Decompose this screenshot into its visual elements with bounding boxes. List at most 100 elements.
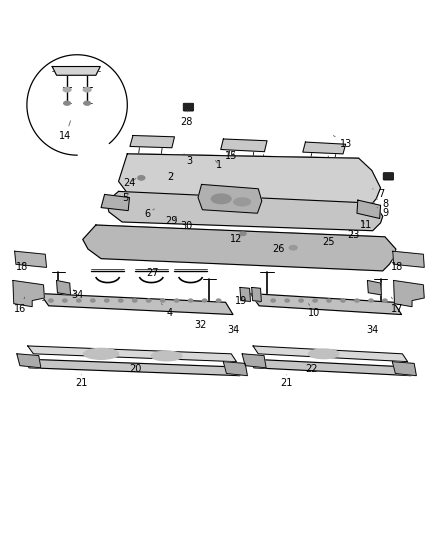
- Polygon shape: [83, 225, 396, 271]
- Polygon shape: [357, 200, 381, 219]
- Text: 6: 6: [144, 209, 154, 219]
- Text: 21: 21: [280, 375, 293, 387]
- Ellipse shape: [212, 194, 231, 204]
- Ellipse shape: [257, 299, 261, 302]
- Ellipse shape: [289, 246, 297, 250]
- Polygon shape: [13, 280, 44, 306]
- Ellipse shape: [369, 299, 373, 302]
- Polygon shape: [223, 362, 247, 376]
- Ellipse shape: [84, 101, 90, 105]
- Text: 16: 16: [14, 297, 26, 314]
- Ellipse shape: [147, 299, 151, 302]
- Polygon shape: [23, 359, 240, 376]
- Text: 15: 15: [225, 151, 237, 161]
- Text: 11: 11: [360, 220, 373, 230]
- Text: 32: 32: [194, 320, 207, 330]
- Polygon shape: [251, 294, 402, 314]
- Text: 27: 27: [146, 268, 159, 278]
- Polygon shape: [52, 67, 100, 75]
- Text: 22: 22: [305, 364, 318, 374]
- Polygon shape: [40, 294, 233, 314]
- Text: 34: 34: [227, 325, 239, 335]
- Ellipse shape: [188, 299, 193, 302]
- Polygon shape: [252, 287, 261, 302]
- Ellipse shape: [341, 299, 345, 302]
- Ellipse shape: [299, 299, 303, 302]
- Text: 4: 4: [161, 304, 173, 318]
- Polygon shape: [303, 142, 346, 154]
- Text: 10: 10: [308, 304, 320, 318]
- Ellipse shape: [138, 176, 145, 180]
- Polygon shape: [101, 195, 130, 211]
- Text: 3: 3: [186, 156, 195, 166]
- Polygon shape: [249, 359, 411, 376]
- Polygon shape: [394, 280, 424, 306]
- Ellipse shape: [383, 299, 387, 302]
- Text: 25: 25: [322, 238, 334, 247]
- Text: 29: 29: [166, 216, 178, 225]
- Text: 13: 13: [333, 135, 353, 149]
- Ellipse shape: [105, 299, 109, 302]
- FancyBboxPatch shape: [383, 173, 394, 180]
- Text: 17: 17: [391, 297, 403, 314]
- Ellipse shape: [63, 87, 71, 92]
- Ellipse shape: [49, 299, 53, 302]
- Ellipse shape: [271, 299, 276, 302]
- Polygon shape: [106, 191, 383, 231]
- Text: 9: 9: [377, 207, 389, 218]
- Polygon shape: [57, 280, 71, 295]
- Polygon shape: [253, 346, 408, 362]
- Ellipse shape: [133, 299, 137, 302]
- Text: 5: 5: [122, 192, 129, 203]
- Ellipse shape: [174, 299, 179, 302]
- Text: 24: 24: [124, 177, 136, 188]
- Text: 18: 18: [391, 262, 403, 271]
- Polygon shape: [130, 135, 174, 148]
- Polygon shape: [367, 280, 381, 295]
- Text: 26: 26: [272, 244, 284, 254]
- Ellipse shape: [63, 299, 67, 302]
- Ellipse shape: [355, 299, 359, 302]
- FancyBboxPatch shape: [183, 103, 194, 111]
- Text: 1: 1: [215, 160, 222, 170]
- Ellipse shape: [91, 299, 95, 302]
- Text: 21: 21: [75, 375, 88, 387]
- Text: 7: 7: [373, 189, 385, 199]
- Text: 19: 19: [235, 296, 247, 306]
- Ellipse shape: [216, 299, 221, 302]
- Ellipse shape: [160, 299, 165, 302]
- Text: 2: 2: [167, 172, 173, 182]
- Ellipse shape: [234, 198, 251, 206]
- Polygon shape: [392, 362, 417, 376]
- Ellipse shape: [83, 87, 91, 92]
- Text: 12: 12: [230, 233, 243, 244]
- Text: 28: 28: [180, 110, 192, 127]
- Polygon shape: [14, 251, 46, 268]
- Polygon shape: [240, 287, 251, 302]
- Ellipse shape: [77, 299, 81, 302]
- Polygon shape: [393, 251, 424, 268]
- Text: 23: 23: [347, 230, 360, 240]
- Ellipse shape: [308, 349, 339, 359]
- Ellipse shape: [285, 299, 289, 302]
- Ellipse shape: [313, 299, 317, 302]
- Ellipse shape: [327, 299, 331, 302]
- Ellipse shape: [84, 349, 119, 359]
- Text: 14: 14: [59, 120, 71, 141]
- Polygon shape: [221, 139, 267, 152]
- Ellipse shape: [119, 299, 123, 302]
- Text: 20: 20: [129, 364, 141, 374]
- Polygon shape: [198, 184, 262, 213]
- Polygon shape: [242, 354, 266, 368]
- Polygon shape: [119, 154, 381, 220]
- Ellipse shape: [151, 351, 182, 361]
- Text: 8: 8: [376, 198, 389, 209]
- Ellipse shape: [240, 232, 246, 236]
- Text: 34: 34: [71, 290, 83, 300]
- Text: 18: 18: [15, 262, 28, 271]
- Ellipse shape: [202, 299, 207, 302]
- Ellipse shape: [64, 101, 71, 105]
- Text: 34: 34: [367, 325, 379, 335]
- Text: 30: 30: [180, 221, 192, 231]
- Polygon shape: [28, 346, 237, 362]
